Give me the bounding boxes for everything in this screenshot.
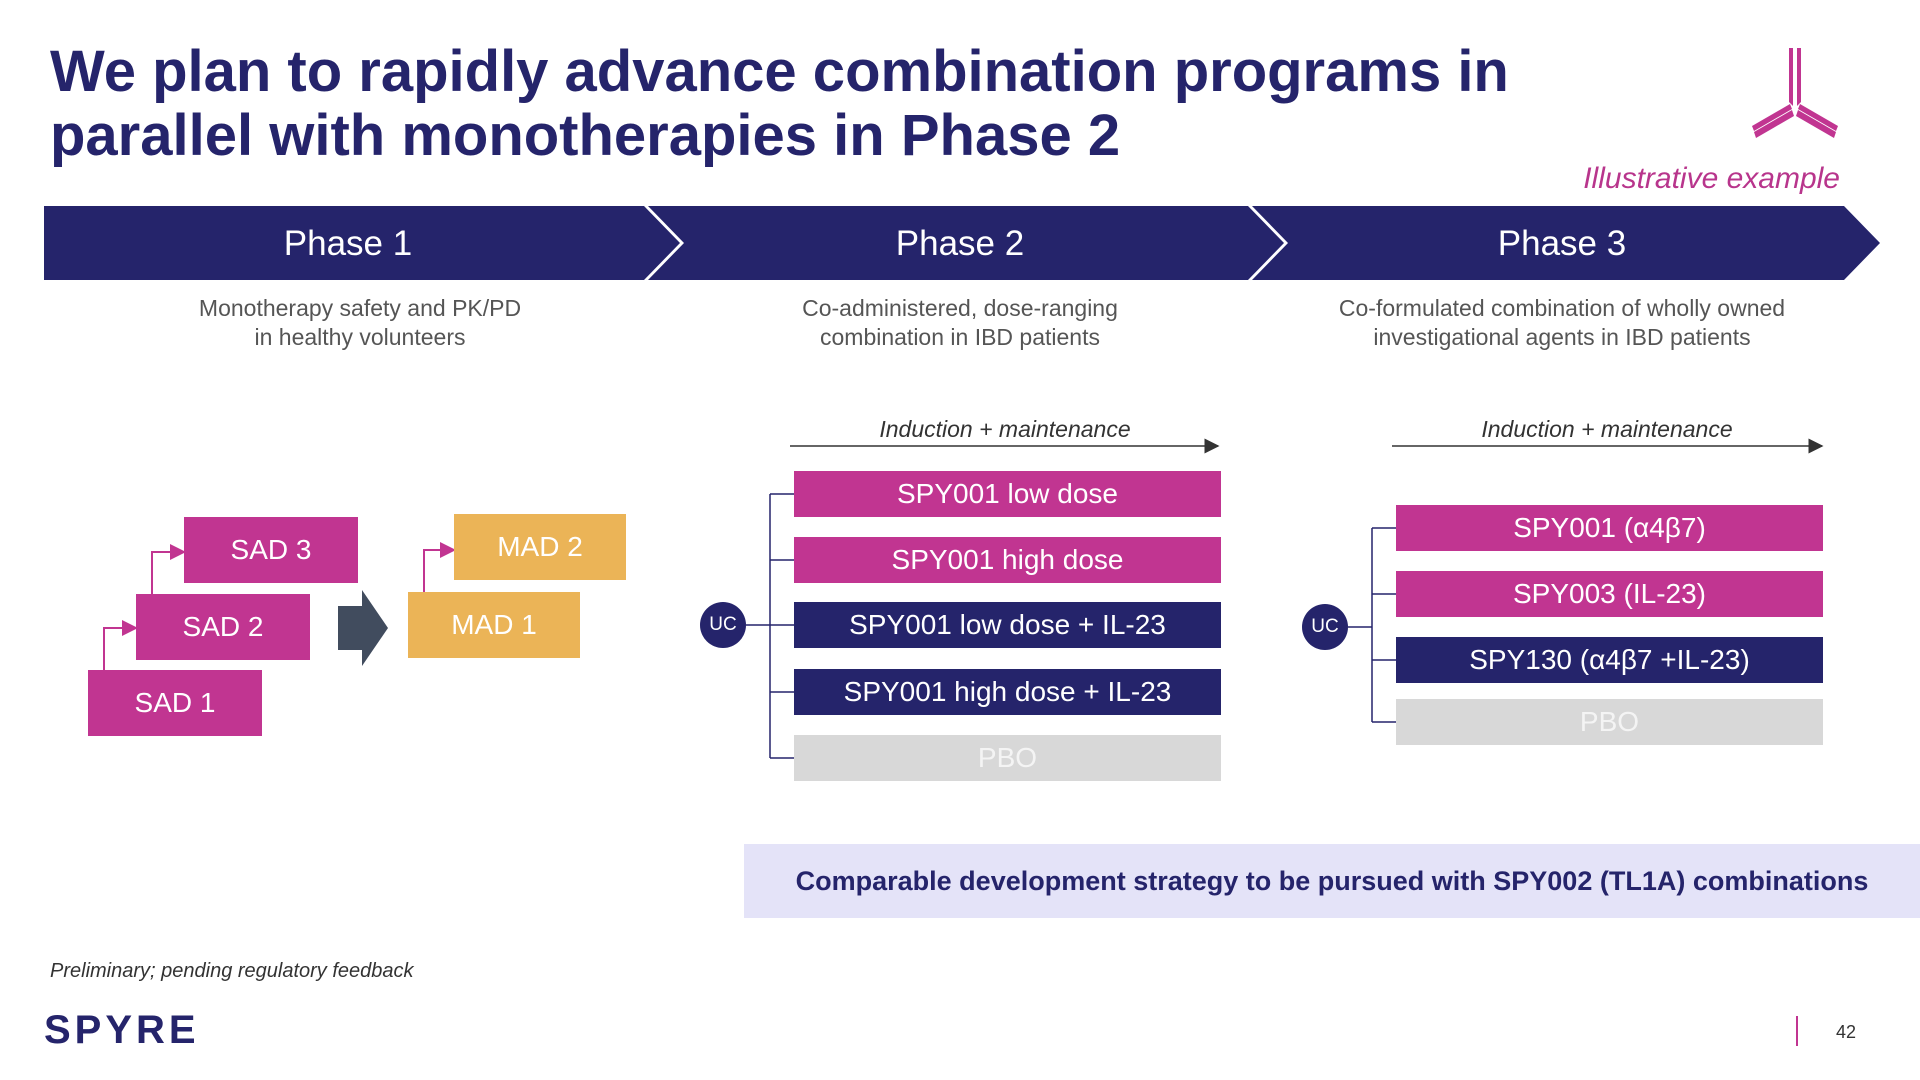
phase-1-desc-line-1: Monotherapy safety and PK/PD: [198, 295, 522, 321]
phase-2-arm-2: SPY001 high dose: [794, 537, 1221, 583]
phase-2-arm-3: SPY001 low dose + IL-23: [794, 602, 1221, 648]
phase-band: [44, 206, 1880, 280]
phase-3-uc-node: UC: [1302, 604, 1348, 650]
phase-3-arm-2: SPY003 (IL-23): [1396, 571, 1823, 617]
mad-1-box: MAD 1: [408, 592, 580, 658]
phase-3-induction-label: Induction + maintenance: [1481, 416, 1733, 442]
sad-1-box: SAD 1: [88, 670, 262, 736]
phase-2-arm-1: SPY001 low dose: [794, 471, 1221, 517]
spyre-mark-icon: [1752, 48, 1838, 138]
strategy-banner: Comparable development strategy to be pu…: [744, 844, 1920, 918]
phase-2-arm-5: PBO: [794, 735, 1221, 781]
phase-3-arm-1: SPY001 (α4β7): [1396, 505, 1823, 551]
phase-1-connectors: [103, 542, 456, 670]
phase-2-desc-line-2: combination in IBD patients: [820, 324, 1100, 350]
page-divider: [1796, 1016, 1798, 1046]
phase-2-uc-node: UC: [700, 602, 746, 648]
phase-3-chevron: [1252, 206, 1880, 280]
phase-3-connectors: [1348, 438, 1824, 723]
phase-2-connectors: [746, 438, 1220, 759]
phase-2-arm-4: SPY001 high dose + IL-23: [794, 669, 1221, 715]
phase-1-description: Monotherapy safety and PK/PD in healthy …: [90, 294, 630, 352]
illustrative-note: Illustrative example: [1583, 162, 1840, 195]
phase-1-desc-line-2: in healthy volunteers: [254, 324, 466, 350]
phase-1-label: Phase 1: [283, 224, 413, 263]
footnote: Preliminary; pending regulatory feedback: [50, 960, 414, 982]
phase-3-description: Co-formulated combination of wholly owne…: [1262, 294, 1862, 352]
phase-2-label: Phase 2: [895, 224, 1025, 263]
phase-2-induction-label: Induction + maintenance: [879, 416, 1131, 442]
mad-2-box: MAD 2: [454, 514, 626, 580]
sad-3-box: SAD 3: [184, 517, 358, 583]
phase-3-desc-line-1: Co-formulated combination of wholly owne…: [1338, 295, 1786, 321]
phase-3-arm-3: SPY130 (α4β7 +IL-23): [1396, 637, 1823, 683]
phase-1-chevron: [44, 206, 680, 280]
sad-2-box: SAD 2: [136, 594, 310, 660]
phase-2-desc-line-1: Co-administered, dose-ranging: [802, 295, 1118, 321]
phase-2-description: Co-administered, dose-ranging combinatio…: [690, 294, 1230, 352]
page-number: 42: [1836, 1022, 1857, 1042]
phase-3-desc-line-2: investigational agents in IBD patients: [1373, 324, 1751, 350]
phase-3-arm-4: PBO: [1396, 699, 1823, 745]
phase-1-transition-arrow: [338, 590, 388, 666]
phase-3-label: Phase 3: [1497, 224, 1627, 263]
page-title: We plan to rapidly advance combination p…: [50, 39, 1509, 168]
spyre-logo: SPYRE: [44, 1008, 200, 1052]
phase-2-chevron: [648, 206, 1284, 280]
